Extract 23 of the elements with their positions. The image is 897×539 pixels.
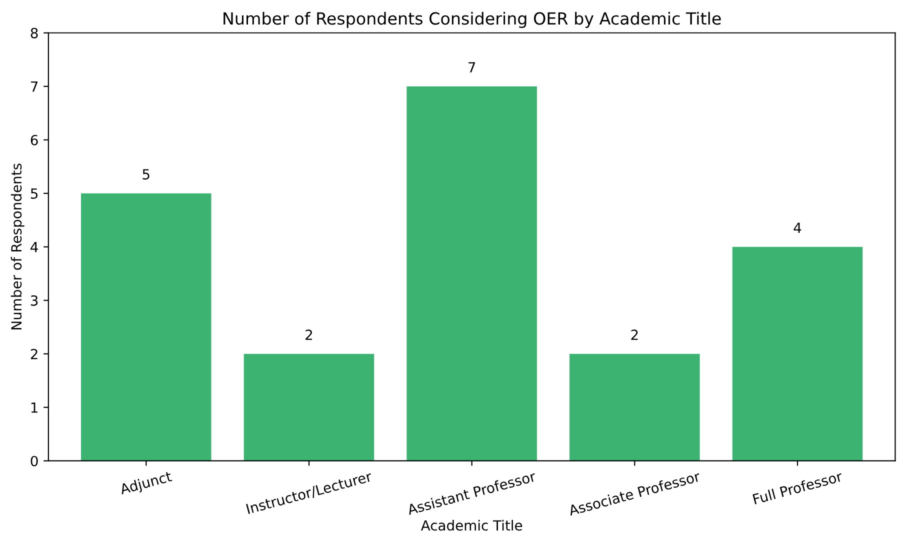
- bar: [732, 246, 863, 461]
- data-label: 2: [631, 330, 638, 340]
- data-label: 2: [306, 330, 312, 340]
- data-label: 4: [794, 222, 802, 233]
- y-axis-title: Number of Respondents: [10, 164, 24, 330]
- data-label: 5: [142, 169, 150, 180]
- x-axis-title: Academic Title: [420, 520, 522, 531]
- chart-title: Number of Respondents Considering OER by Academic Title: [224, 12, 721, 28]
- bar: [81, 193, 212, 461]
- y-tick-label: 5: [30, 188, 38, 199]
- y-tick-label: 8: [30, 28, 38, 38]
- y-tick-label: 6: [30, 134, 38, 146]
- bar: [406, 86, 537, 461]
- y-tick-label: 3: [30, 295, 38, 306]
- y-tick-label: 4: [30, 242, 38, 252]
- y-tick-label: 0: [30, 456, 38, 466]
- y-tick-label: 7: [31, 82, 38, 92]
- x-tick-label: Adjunct: [119, 470, 173, 498]
- bar: [570, 354, 700, 461]
- data-label: 7: [468, 62, 476, 72]
- y-tick-label: 1: [31, 402, 38, 413]
- y-tick-label: 2: [30, 348, 38, 360]
- bar: [244, 354, 374, 461]
